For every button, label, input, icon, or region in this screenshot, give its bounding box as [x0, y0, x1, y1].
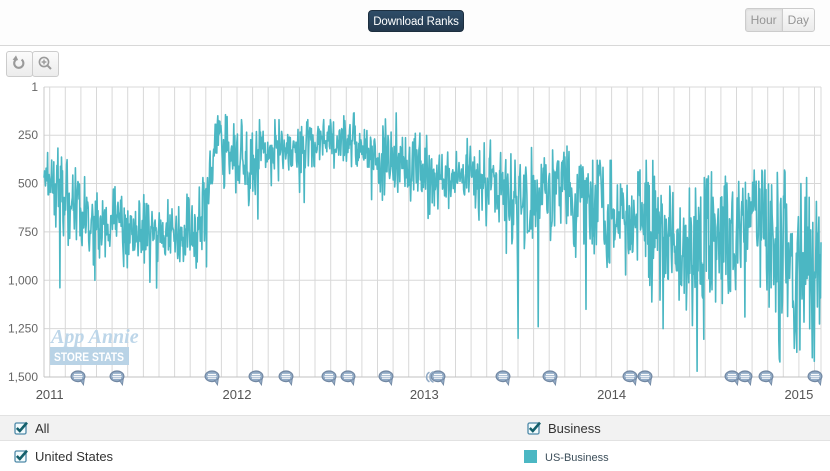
svg-text:250: 250	[18, 128, 38, 142]
svg-text:2014: 2014	[597, 387, 626, 402]
svg-text:750: 750	[18, 225, 38, 239]
svg-text:2011: 2011	[36, 387, 64, 402]
svg-text:2013: 2013	[410, 387, 439, 402]
svg-text:STORE STATS: STORE STATS	[54, 350, 124, 364]
svg-text:1,250: 1,250	[8, 322, 38, 336]
svg-text:1: 1	[31, 80, 38, 94]
svg-text:2012: 2012	[223, 387, 252, 402]
svg-text:2015: 2015	[784, 387, 813, 402]
svg-text:1,500: 1,500	[8, 370, 38, 384]
svg-text:1,000: 1,000	[8, 273, 38, 287]
svg-text:500: 500	[18, 177, 38, 191]
svg-text:App Annie: App Annie	[49, 326, 139, 348]
